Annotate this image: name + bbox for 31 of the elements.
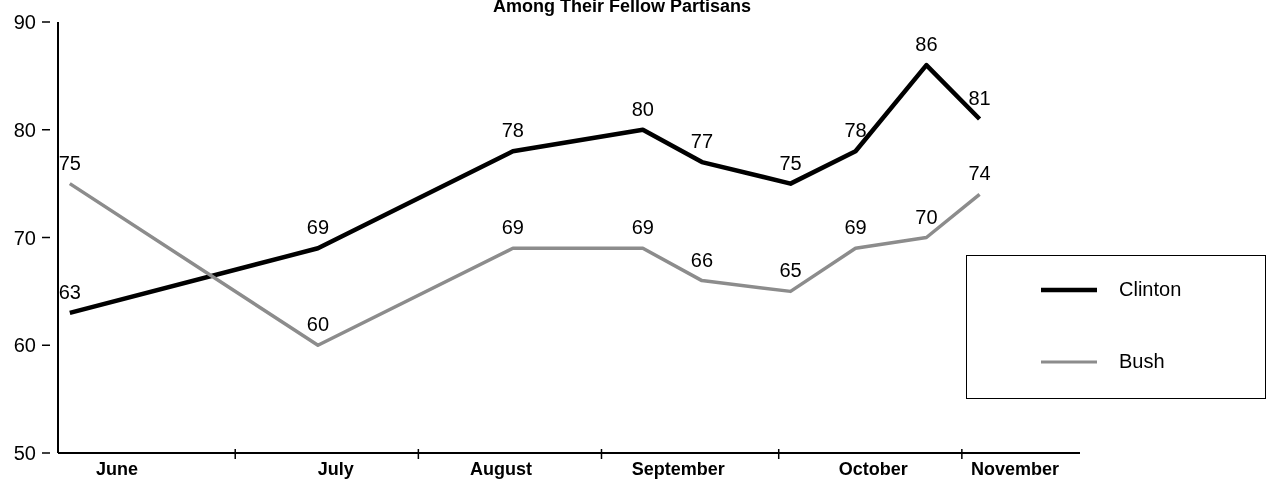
x-tick-label: November: [971, 459, 1060, 479]
legend-label: Clinton: [1119, 278, 1182, 301]
x-tick-label: September: [631, 459, 725, 479]
data-label: 75: [779, 151, 802, 174]
data-label: 69: [631, 216, 654, 239]
y-tick-label: 60: [13, 334, 36, 357]
y-tick-label: 80: [13, 118, 36, 141]
x-tick-label: October: [838, 459, 908, 479]
data-label: 60: [306, 313, 330, 336]
data-label: 69: [501, 216, 524, 239]
data-label: 69: [306, 216, 330, 239]
data-label: 80: [631, 97, 654, 120]
data-label: 74: [968, 162, 991, 185]
data-label: 86: [915, 33, 938, 56]
data-label: 75: [58, 151, 81, 174]
data-label: 69: [844, 216, 867, 239]
data-label: 63: [58, 280, 81, 303]
data-label: 77: [690, 130, 714, 153]
y-tick-label: 90: [13, 11, 36, 33]
y-tick-label: 70: [13, 226, 36, 249]
x-tick-label: June: [96, 459, 139, 479]
x-tick-label: August: [470, 459, 533, 479]
x-tick-label: July: [317, 459, 354, 479]
y-tick-label: 50: [13, 442, 36, 464]
data-label: 78: [844, 119, 867, 142]
legend-label: Bush: [1119, 350, 1165, 373]
data-label: 78: [501, 119, 524, 142]
data-label: 66: [690, 248, 714, 271]
data-label: 65: [779, 259, 802, 282]
data-label: 81: [968, 86, 991, 109]
data-label: 70: [915, 205, 938, 228]
